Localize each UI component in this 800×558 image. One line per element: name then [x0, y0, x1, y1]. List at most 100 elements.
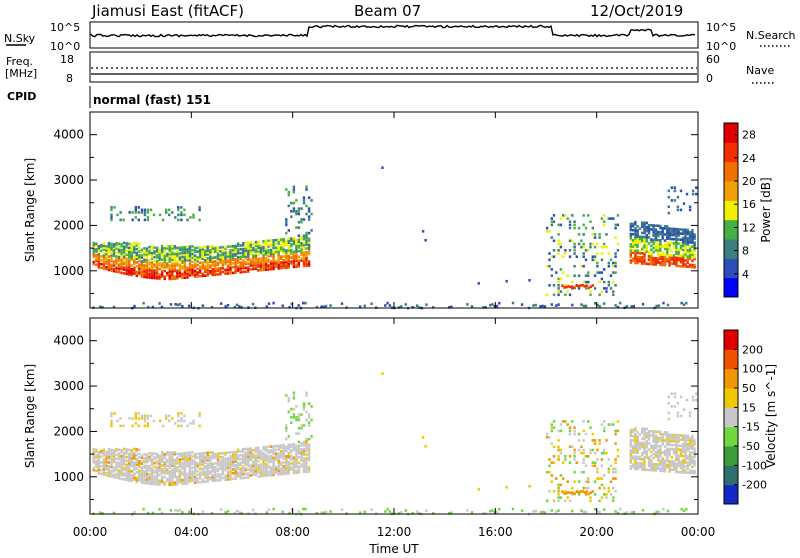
power-echo	[224, 259, 227, 262]
velocity-echo	[219, 459, 222, 463]
velocity-echo	[158, 419, 162, 423]
power-echo	[158, 213, 162, 217]
velocity-echo	[661, 434, 664, 438]
power-echo	[677, 238, 680, 241]
power-echo	[643, 244, 646, 247]
power-echo	[178, 259, 182, 263]
power-echo	[115, 268, 118, 272]
power-echo	[176, 269, 179, 273]
velocity-echo	[596, 448, 599, 452]
power-echo	[267, 260, 270, 264]
power-echo	[675, 227, 678, 231]
velocity-echo	[254, 467, 258, 471]
velocity-echo	[267, 451, 270, 454]
velocity-echo	[155, 452, 159, 456]
power-echo	[659, 232, 662, 236]
velocity-echo	[652, 436, 655, 439]
velocity-echo	[92, 468, 95, 472]
velocity-echo	[636, 467, 639, 471]
velocity-echo	[163, 462, 166, 466]
power-echo	[636, 233, 639, 236]
velocity-echo	[691, 398, 695, 402]
velocity-echo	[198, 463, 202, 467]
power-echo	[302, 262, 306, 266]
power-echo	[110, 208, 113, 212]
power-echo	[115, 241, 118, 245]
velocity-echo	[211, 456, 214, 460]
velocity-echo	[201, 459, 204, 463]
velocity-echo	[495, 510, 499, 514]
power-echo	[282, 260, 285, 264]
velocity-echo	[528, 485, 531, 488]
velocity-echo	[198, 480, 202, 484]
velocity-echo	[183, 480, 187, 483]
velocity-echo	[155, 469, 159, 473]
power-echo	[297, 234, 301, 238]
velocity-echo	[186, 474, 189, 478]
power-echo	[598, 233, 601, 236]
velocity-echo	[682, 509, 686, 512]
power-echo	[171, 258, 174, 262]
velocity-echo	[691, 455, 694, 458]
velocity-echo	[670, 433, 673, 437]
velocity-echo	[654, 465, 658, 468]
power-echo	[600, 245, 604, 249]
velocity-echo	[302, 451, 306, 455]
power-echo	[231, 250, 235, 254]
power-colorbar-tick-label: 28	[742, 129, 756, 142]
velocity-echo	[176, 452, 179, 456]
velocity-echo	[135, 453, 138, 457]
power-echo	[115, 259, 118, 262]
power-echo	[267, 302, 271, 305]
velocity-echo	[663, 469, 667, 473]
velocity-echo	[272, 471, 275, 475]
power-echo	[177, 218, 180, 222]
velocity-echo	[292, 446, 296, 450]
power-echo	[171, 211, 174, 214]
power-echo	[684, 230, 687, 234]
power-echo	[140, 271, 144, 275]
velocity-echo	[643, 460, 646, 463]
power-echo	[686, 240, 689, 244]
power-echo	[282, 262, 285, 266]
power-echo	[135, 247, 138, 251]
velocity-echo	[125, 472, 128, 476]
velocity-echo	[134, 412, 137, 415]
power-echo	[657, 304, 661, 307]
velocity-echo	[148, 474, 151, 478]
velocity-echo	[117, 475, 121, 478]
velocity-echo	[641, 468, 644, 471]
velocity-echo	[160, 475, 164, 479]
power-echo	[292, 201, 296, 205]
power-echo	[160, 264, 164, 267]
velocity-echo	[666, 509, 670, 513]
velocity-echo	[234, 450, 237, 454]
power-echo	[188, 262, 192, 266]
velocity-echo	[133, 510, 136, 514]
power-echo	[629, 226, 632, 230]
power-echo	[158, 267, 161, 271]
power-echo	[168, 245, 171, 248]
power-echo	[193, 263, 197, 267]
power-echo	[233, 305, 236, 309]
velocity-echo	[582, 458, 585, 461]
power-echo	[505, 279, 508, 283]
velocity-echo	[201, 467, 204, 470]
velocity-echo	[107, 451, 111, 455]
power-echo	[145, 247, 149, 250]
velocity-echo	[206, 476, 209, 479]
power-echo	[582, 280, 585, 284]
power-echo	[305, 264, 308, 267]
power-colorbar-segment	[724, 123, 738, 143]
power-echo	[566, 274, 569, 277]
power-echo	[181, 246, 184, 249]
velocity-echo	[244, 476, 247, 479]
power-echo	[171, 245, 174, 248]
velocity-echo	[654, 440, 658, 444]
velocity-echo	[670, 392, 673, 395]
velocity-echo	[297, 469, 301, 472]
power-echo	[557, 293, 560, 297]
velocity-echo	[102, 465, 106, 469]
power-echo	[257, 263, 260, 266]
velocity-echo	[280, 455, 283, 459]
